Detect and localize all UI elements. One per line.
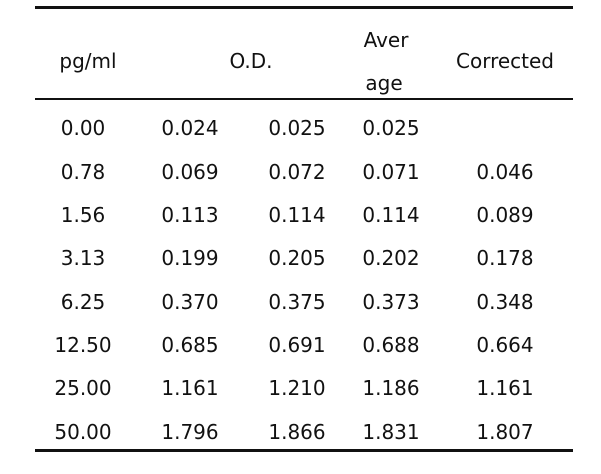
- cell-average: 0.071: [362, 160, 420, 184]
- cell-corrected: 0.664: [476, 333, 534, 357]
- cell-corrected: 1.807: [476, 420, 534, 444]
- cell-average: 0.373: [362, 290, 420, 314]
- header-od: O.D.: [229, 49, 273, 73]
- cell-od-2: 0.072: [268, 160, 326, 184]
- cell-od-2: 1.210: [268, 376, 326, 400]
- cell-od-1: 0.199: [161, 246, 219, 270]
- cell-corrected: 1.161: [476, 376, 534, 400]
- cell-pg-ml: 25.00: [54, 376, 112, 400]
- cell-od-2: 0.375: [268, 290, 326, 314]
- cell-corrected: 0.089: [476, 203, 534, 227]
- cell-average: 1.186: [362, 376, 420, 400]
- table-top-rule: [35, 6, 573, 9]
- cell-pg-ml: 0.78: [60, 160, 106, 184]
- cell-pg-ml: 3.13: [60, 246, 106, 270]
- cell-od-1: 0.024: [161, 116, 219, 140]
- cell-corrected: 0.178: [476, 246, 534, 270]
- header-pg-ml: pg/ml: [59, 49, 117, 73]
- cell-average: 0.202: [362, 246, 420, 270]
- header-corrected: Corrected: [456, 49, 554, 73]
- cell-pg-ml: 6.25: [60, 290, 106, 314]
- data-table: pg/ml O.D. Aver age Corrected 0.00 0.024 0…: [35, 6, 573, 454]
- cell-od-2: 0.691: [268, 333, 326, 357]
- cell-average: 0.114: [362, 203, 420, 227]
- cell-od-1: 1.161: [161, 376, 219, 400]
- cell-od-2: 0.205: [268, 246, 326, 270]
- cell-od-2: 0.025: [268, 116, 326, 140]
- cell-average: 1.831: [362, 420, 420, 444]
- header-average-line2: age: [365, 71, 403, 95]
- cell-pg-ml: 1.56: [60, 203, 106, 227]
- header-rule: [35, 98, 573, 100]
- cell-od-2: 1.866: [268, 420, 326, 444]
- cell-pg-ml: 12.50: [54, 333, 112, 357]
- header-average-line1: Aver: [363, 28, 409, 52]
- table-bottom-rule: [35, 449, 573, 452]
- cell-pg-ml: 50.00: [54, 420, 112, 444]
- cell-corrected: 0.348: [476, 290, 534, 314]
- cell-corrected: 0.046: [476, 160, 534, 184]
- cell-average: 0.025: [362, 116, 420, 140]
- cell-od-1: 0.113: [161, 203, 219, 227]
- cell-od-1: 0.370: [161, 290, 219, 314]
- cell-pg-ml: 0.00: [60, 116, 106, 140]
- cell-od-2: 0.114: [268, 203, 326, 227]
- cell-od-1: 0.685: [161, 333, 219, 357]
- cell-od-1: 0.069: [161, 160, 219, 184]
- cell-od-1: 1.796: [161, 420, 219, 444]
- cell-average: 0.688: [362, 333, 420, 357]
